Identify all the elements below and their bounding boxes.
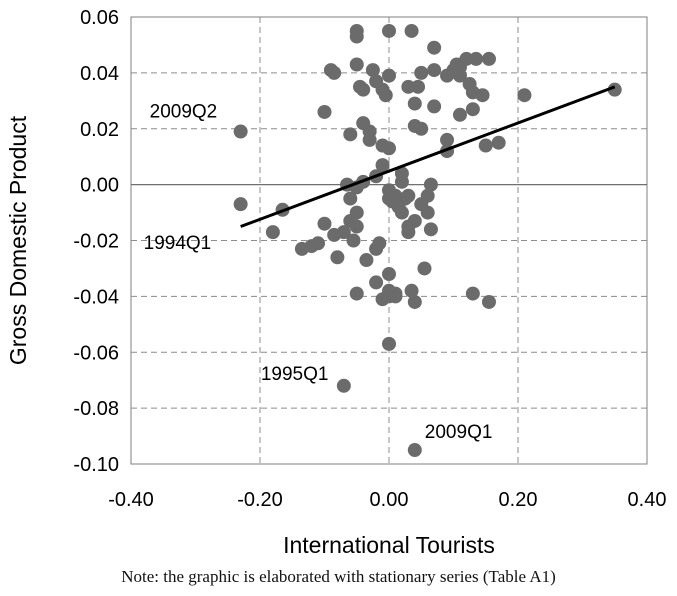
y-axis-title: Gross Domestic Product	[5, 115, 31, 365]
data-point	[420, 205, 435, 220]
y-tick-label: -0.08	[73, 398, 119, 420]
data-point	[327, 227, 342, 242]
data-point	[349, 219, 364, 234]
data-point	[401, 188, 416, 203]
y-tick-label: 0.04	[80, 63, 119, 85]
data-point	[369, 241, 384, 256]
data-point	[414, 121, 429, 136]
data-point	[401, 79, 416, 94]
data-point	[411, 79, 426, 94]
data-point	[359, 253, 374, 268]
data-point	[294, 241, 309, 256]
data-point	[440, 132, 455, 147]
data-point	[375, 158, 390, 173]
data-point	[382, 289, 396, 304]
data-point	[349, 57, 364, 72]
data-point	[459, 51, 474, 66]
y-tick-label: 0.02	[80, 119, 119, 141]
data-point	[407, 213, 422, 228]
data-point	[427, 40, 442, 55]
data-point	[330, 250, 345, 265]
annotation-label: 1994Q1	[144, 233, 212, 254]
data-point	[362, 132, 377, 147]
y-tick-label: 0.00	[80, 175, 119, 197]
data-point	[336, 378, 351, 393]
data-point	[346, 233, 361, 248]
data-point	[382, 336, 396, 351]
y-tick-label: -0.10	[73, 454, 119, 476]
data-point	[369, 275, 384, 290]
data-point	[491, 135, 506, 150]
data-point	[343, 127, 358, 142]
y-tick-label: -0.06	[73, 342, 119, 364]
data-point	[388, 188, 403, 203]
data-point	[423, 177, 438, 192]
x-tick-label: -0.20	[237, 489, 283, 511]
data-point	[417, 261, 432, 276]
data-point	[233, 197, 248, 212]
data-point	[404, 283, 419, 298]
x-tick-label: 0.20	[499, 489, 538, 511]
data-point	[382, 267, 396, 282]
data-point	[427, 63, 442, 78]
data-point	[327, 65, 342, 80]
data-point	[414, 65, 429, 80]
y-tick-label: -0.02	[73, 231, 119, 253]
data-point	[607, 82, 622, 97]
data-point	[407, 443, 422, 458]
annotation-label: 2009Q2	[150, 102, 218, 123]
data-point	[404, 23, 419, 38]
data-point	[343, 191, 358, 206]
data-point	[469, 51, 484, 66]
data-point	[407, 294, 422, 309]
data-point	[465, 102, 480, 117]
data-point	[317, 216, 332, 231]
x-tick-label: 0.40	[628, 489, 667, 511]
data-point	[317, 104, 332, 119]
data-point	[407, 96, 422, 111]
data-point	[378, 88, 393, 103]
y-tick-label: 0.06	[80, 7, 119, 29]
data-point	[452, 107, 467, 122]
data-point	[452, 68, 467, 83]
data-point	[365, 63, 380, 78]
data-point	[349, 286, 364, 301]
data-point	[517, 88, 532, 103]
data-point	[265, 225, 280, 240]
scatter-chart: 0.06 0.04 0.02 0.00 -0.02 -0.04 -0.06 -0.08 -0.1…	[5, 7, 667, 558]
x-tick-label: 0.00	[370, 489, 409, 511]
data-point	[382, 23, 396, 38]
data-point	[423, 222, 438, 237]
trend-line	[240, 85, 616, 228]
data-point	[356, 82, 371, 97]
data-point	[465, 286, 480, 301]
data-point	[349, 29, 364, 44]
data-point	[481, 294, 496, 309]
data-point	[394, 205, 409, 220]
annotation-label: 2009Q1	[425, 422, 493, 443]
data-point	[481, 51, 496, 66]
x-axis-title: International Tourists	[283, 532, 495, 558]
annotation-label: 1995Q1	[261, 364, 329, 385]
data-point	[401, 225, 416, 240]
data-point	[420, 188, 435, 203]
data-point	[382, 141, 396, 156]
data-point	[382, 68, 396, 83]
data-point	[427, 99, 442, 114]
y-tick-label: -0.04	[73, 286, 119, 308]
x-tick-label: -0.40	[108, 489, 154, 511]
data-point	[233, 124, 248, 139]
data-point	[394, 174, 409, 189]
footer-note: Note: the graphic is elaborated with sta…	[121, 567, 556, 586]
data-point	[475, 88, 490, 103]
data-point	[478, 138, 493, 153]
